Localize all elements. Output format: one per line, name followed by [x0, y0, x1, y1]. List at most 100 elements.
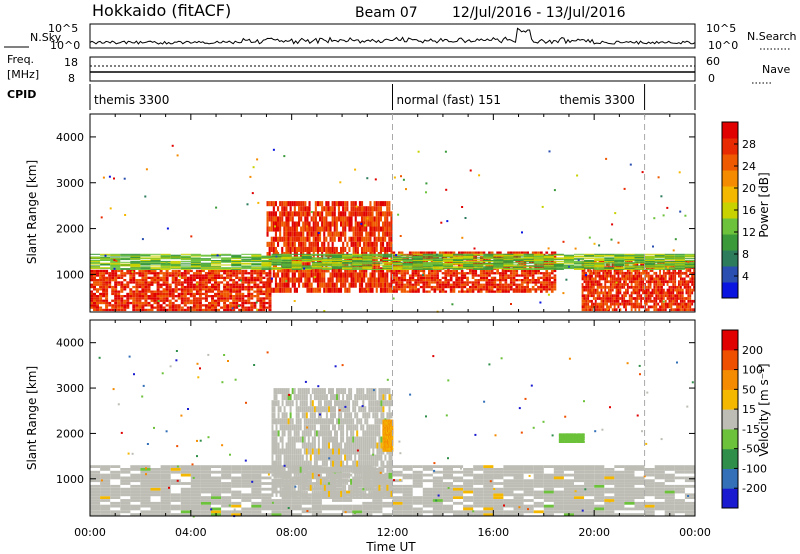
velocity-cell — [301, 487, 312, 491]
power-cell — [611, 283, 614, 286]
power-cell — [291, 261, 302, 263]
power-cell — [432, 256, 443, 258]
power-cell — [523, 260, 534, 261]
power-cell — [362, 268, 373, 270]
power-cell — [189, 279, 193, 282]
power-cell — [430, 256, 434, 259]
power-cell — [174, 281, 178, 284]
power-cell — [382, 261, 393, 263]
power-cell — [226, 283, 230, 286]
power-cell — [144, 269, 148, 273]
power-cell — [291, 216, 294, 222]
power-cell — [208, 306, 211, 309]
power-cell — [251, 268, 262, 270]
power-cell — [422, 288, 426, 291]
power-cell — [531, 269, 535, 273]
power-cell — [662, 305, 665, 309]
power-cell — [99, 301, 103, 305]
power-cell — [651, 299, 654, 303]
power-cell — [379, 282, 382, 288]
power-cell — [346, 206, 349, 212]
power-cell — [634, 299, 637, 303]
power-cell — [117, 295, 121, 298]
power-cell — [293, 201, 296, 207]
power-cell — [295, 201, 298, 207]
power-cell — [642, 305, 644, 309]
power-cell — [542, 274, 546, 277]
power-cell — [406, 281, 409, 284]
power-cell — [332, 257, 343, 259]
power-cell — [321, 216, 324, 222]
power-cell — [655, 294, 658, 298]
power-cell — [390, 216, 393, 222]
power-cell — [609, 297, 612, 300]
power-cell — [262, 272, 266, 275]
power-cell — [211, 297, 214, 300]
power-cell — [111, 272, 115, 275]
power-cell — [285, 236, 288, 242]
power-cell — [604, 255, 615, 257]
power-cell — [477, 288, 480, 291]
power-cell — [624, 262, 635, 264]
power-cell — [534, 290, 538, 293]
power-cell — [340, 236, 343, 242]
power-cell — [365, 231, 368, 237]
power-cell — [473, 253, 484, 255]
power-cell — [302, 246, 305, 252]
power-cell — [563, 260, 574, 261]
power-cell — [371, 272, 374, 278]
velocity-cell — [160, 465, 171, 468]
power-cell — [361, 206, 364, 212]
power-cell — [300, 231, 303, 237]
power-point — [541, 205, 544, 208]
power-cell — [268, 299, 272, 302]
power-cell — [162, 274, 166, 277]
power-cell — [507, 290, 510, 293]
power-cell — [362, 260, 373, 261]
power-cell — [592, 291, 595, 295]
power-cell — [281, 260, 292, 261]
power-cell — [114, 292, 118, 296]
power-cell — [132, 276, 136, 279]
power-cell — [111, 292, 115, 296]
power-cell — [436, 274, 439, 277]
velocity-cell — [221, 487, 232, 491]
velocity-cell — [130, 507, 141, 511]
velocity-cell — [110, 501, 121, 505]
power-cell — [395, 272, 398, 275]
power-cell — [419, 285, 423, 289]
power-cell — [375, 246, 378, 252]
velocity-cell — [211, 493, 222, 497]
power-cell — [529, 288, 532, 291]
power-cell — [628, 271, 631, 275]
power-cell — [604, 257, 615, 259]
power-point — [576, 174, 579, 177]
power-cell — [259, 301, 263, 305]
power-cell — [375, 226, 378, 232]
power-cell — [591, 305, 593, 309]
power-cell — [614, 265, 625, 267]
power-cell — [268, 308, 272, 312]
power-cell — [268, 241, 271, 247]
power-cell — [600, 274, 603, 278]
power-cell — [463, 254, 474, 256]
power-cell — [493, 263, 504, 265]
power-cell — [333, 236, 336, 242]
power-cell — [412, 258, 423, 260]
power-point — [577, 259, 580, 262]
power-cell — [150, 262, 161, 264]
power-cell — [689, 305, 692, 309]
power-cell — [321, 226, 324, 232]
power-cell — [483, 253, 494, 255]
power-cell — [168, 288, 172, 291]
power-cell — [238, 299, 242, 302]
power-cell — [354, 201, 357, 207]
power-cell — [545, 274, 549, 277]
power-cell — [235, 290, 239, 293]
power-cell — [659, 280, 661, 284]
power-cell — [159, 272, 163, 275]
power-cell — [647, 274, 650, 278]
power-cell — [201, 279, 205, 282]
power-cell — [587, 285, 590, 289]
power-cell — [261, 268, 272, 270]
